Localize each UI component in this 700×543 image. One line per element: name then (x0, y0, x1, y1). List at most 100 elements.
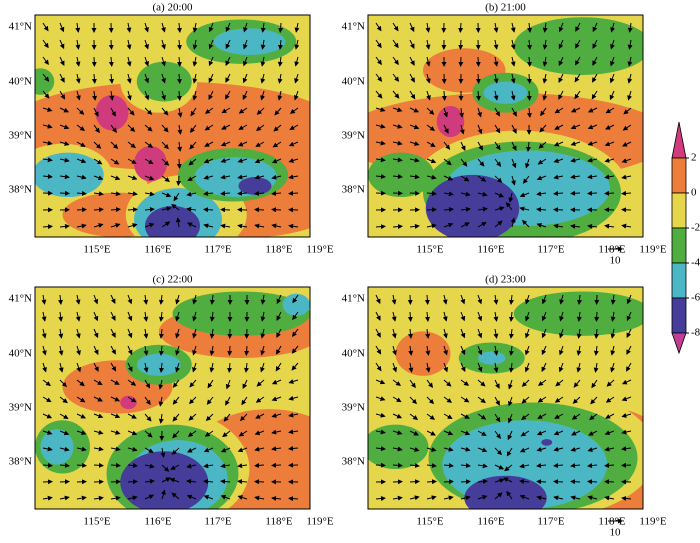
colorbar-cap (672, 122, 686, 158)
x-tick-label: 117°E (204, 244, 231, 256)
y-tick-label: 41°N (342, 293, 365, 305)
y-tick-label: 41°N (9, 21, 32, 33)
x-tick-label: 119°E (639, 244, 666, 256)
wind-vector (178, 176, 179, 185)
colorbar-label: 0 (691, 187, 697, 199)
wind-vector (128, 481, 137, 482)
contour-region (41, 429, 74, 465)
wind-vector (529, 74, 530, 83)
wind-vector (427, 209, 436, 210)
wind-vector (410, 312, 411, 321)
wind-vector (588, 193, 597, 194)
wind-vector (554, 481, 563, 482)
wind-vector (238, 193, 247, 194)
contour-region (464, 476, 547, 520)
x-tick-label: 119°E (306, 244, 333, 256)
wind-vector (111, 40, 112, 49)
y-tick-label: 39°N (9, 130, 32, 142)
y-tick-label: 38°N (9, 184, 32, 196)
wind-vector (410, 481, 419, 482)
contour-region (484, 82, 528, 104)
colorbar-segment (672, 298, 686, 333)
wind-vector (478, 74, 479, 83)
y-tick-label: 39°N (342, 402, 365, 414)
y-tick-label: 38°N (9, 456, 32, 468)
contour-region (426, 175, 520, 242)
y-tick-label: 41°N (342, 21, 365, 33)
x-tick-label: 115°E (416, 244, 443, 256)
x-tick-label: 116°E (477, 244, 504, 256)
contour-region (214, 28, 286, 55)
y-tick-label: 38°N (342, 456, 365, 468)
wind-vector (571, 193, 580, 194)
wind-vector (289, 193, 298, 194)
panel-title: (a) 20:00 (152, 2, 193, 14)
wind-vector (43, 465, 52, 466)
wind-vector (94, 465, 103, 466)
x-tick-label: 117°E (204, 516, 231, 528)
colorbar-cap (672, 333, 686, 353)
wind-vector (272, 209, 281, 210)
colorbar-segment (672, 263, 686, 298)
y-tick-label: 40°N (342, 76, 365, 88)
colorbar-segment (672, 193, 686, 228)
x-tick-label: 115°E (416, 516, 443, 528)
contour-region (145, 206, 200, 246)
panel-title: (b) 21:00 (485, 2, 526, 14)
wind-vector (571, 481, 580, 482)
wind-vector (596, 312, 597, 321)
wind-vector (111, 465, 120, 466)
panel-title: (c) 22:00 (152, 274, 193, 286)
y-tick-label: 40°N (9, 76, 32, 88)
y-tick-label: 41°N (9, 293, 32, 305)
contour-region (96, 95, 129, 131)
y-tick-label: 39°N (342, 130, 365, 142)
reference-label: 10 (610, 255, 622, 267)
y-tick-label: 40°N (9, 348, 32, 360)
x-tick-label: 116°E (477, 516, 504, 528)
panel (341, 15, 671, 255)
y-tick-label: 40°N (342, 348, 365, 360)
wind-vector (179, 159, 180, 168)
wind-vector (478, 57, 479, 66)
x-tick-label: 119°E (639, 516, 666, 528)
wind-vector (444, 481, 453, 482)
y-tick-label: 38°N (342, 184, 365, 196)
contour-region (396, 331, 451, 375)
contour-region (239, 177, 272, 195)
x-tick-label: 119°E (306, 516, 333, 528)
contour-region (437, 106, 465, 137)
wind-vector (460, 40, 461, 49)
wind-vector (537, 481, 546, 482)
x-tick-label: 117°E (537, 244, 564, 256)
colorbar-label: -2 (691, 222, 700, 234)
contour-region (137, 354, 181, 376)
x-tick-label: 116°E (144, 516, 171, 528)
panel (363, 287, 671, 520)
wind-vector (460, 23, 461, 32)
wind-vector (393, 465, 402, 466)
y-tick-label: 39°N (9, 402, 32, 414)
wind-vector (461, 481, 470, 482)
wind-vector (444, 91, 445, 100)
x-tick-label: 116°E (144, 244, 171, 256)
wind-vector (529, 91, 530, 100)
wind-vector (229, 346, 230, 355)
colorbar-segment (672, 228, 686, 263)
colorbar-label: -6 (691, 292, 700, 304)
x-tick-label: 115°E (83, 516, 110, 528)
wind-vector (588, 481, 597, 482)
wind-vector (605, 193, 614, 194)
x-tick-label: 118°E (265, 244, 292, 256)
reference-label: 10 (610, 527, 622, 538)
wind-vector (410, 193, 419, 194)
panel-title: (d) 23:00 (485, 274, 526, 286)
contour-region (541, 439, 552, 446)
colorbar-label: 2 (691, 152, 697, 164)
colorbar-segment (672, 158, 686, 193)
panel (35, 287, 351, 527)
panel (8, 15, 366, 255)
x-tick-label: 115°E (83, 244, 110, 256)
x-tick-label: 118°E (265, 516, 292, 528)
